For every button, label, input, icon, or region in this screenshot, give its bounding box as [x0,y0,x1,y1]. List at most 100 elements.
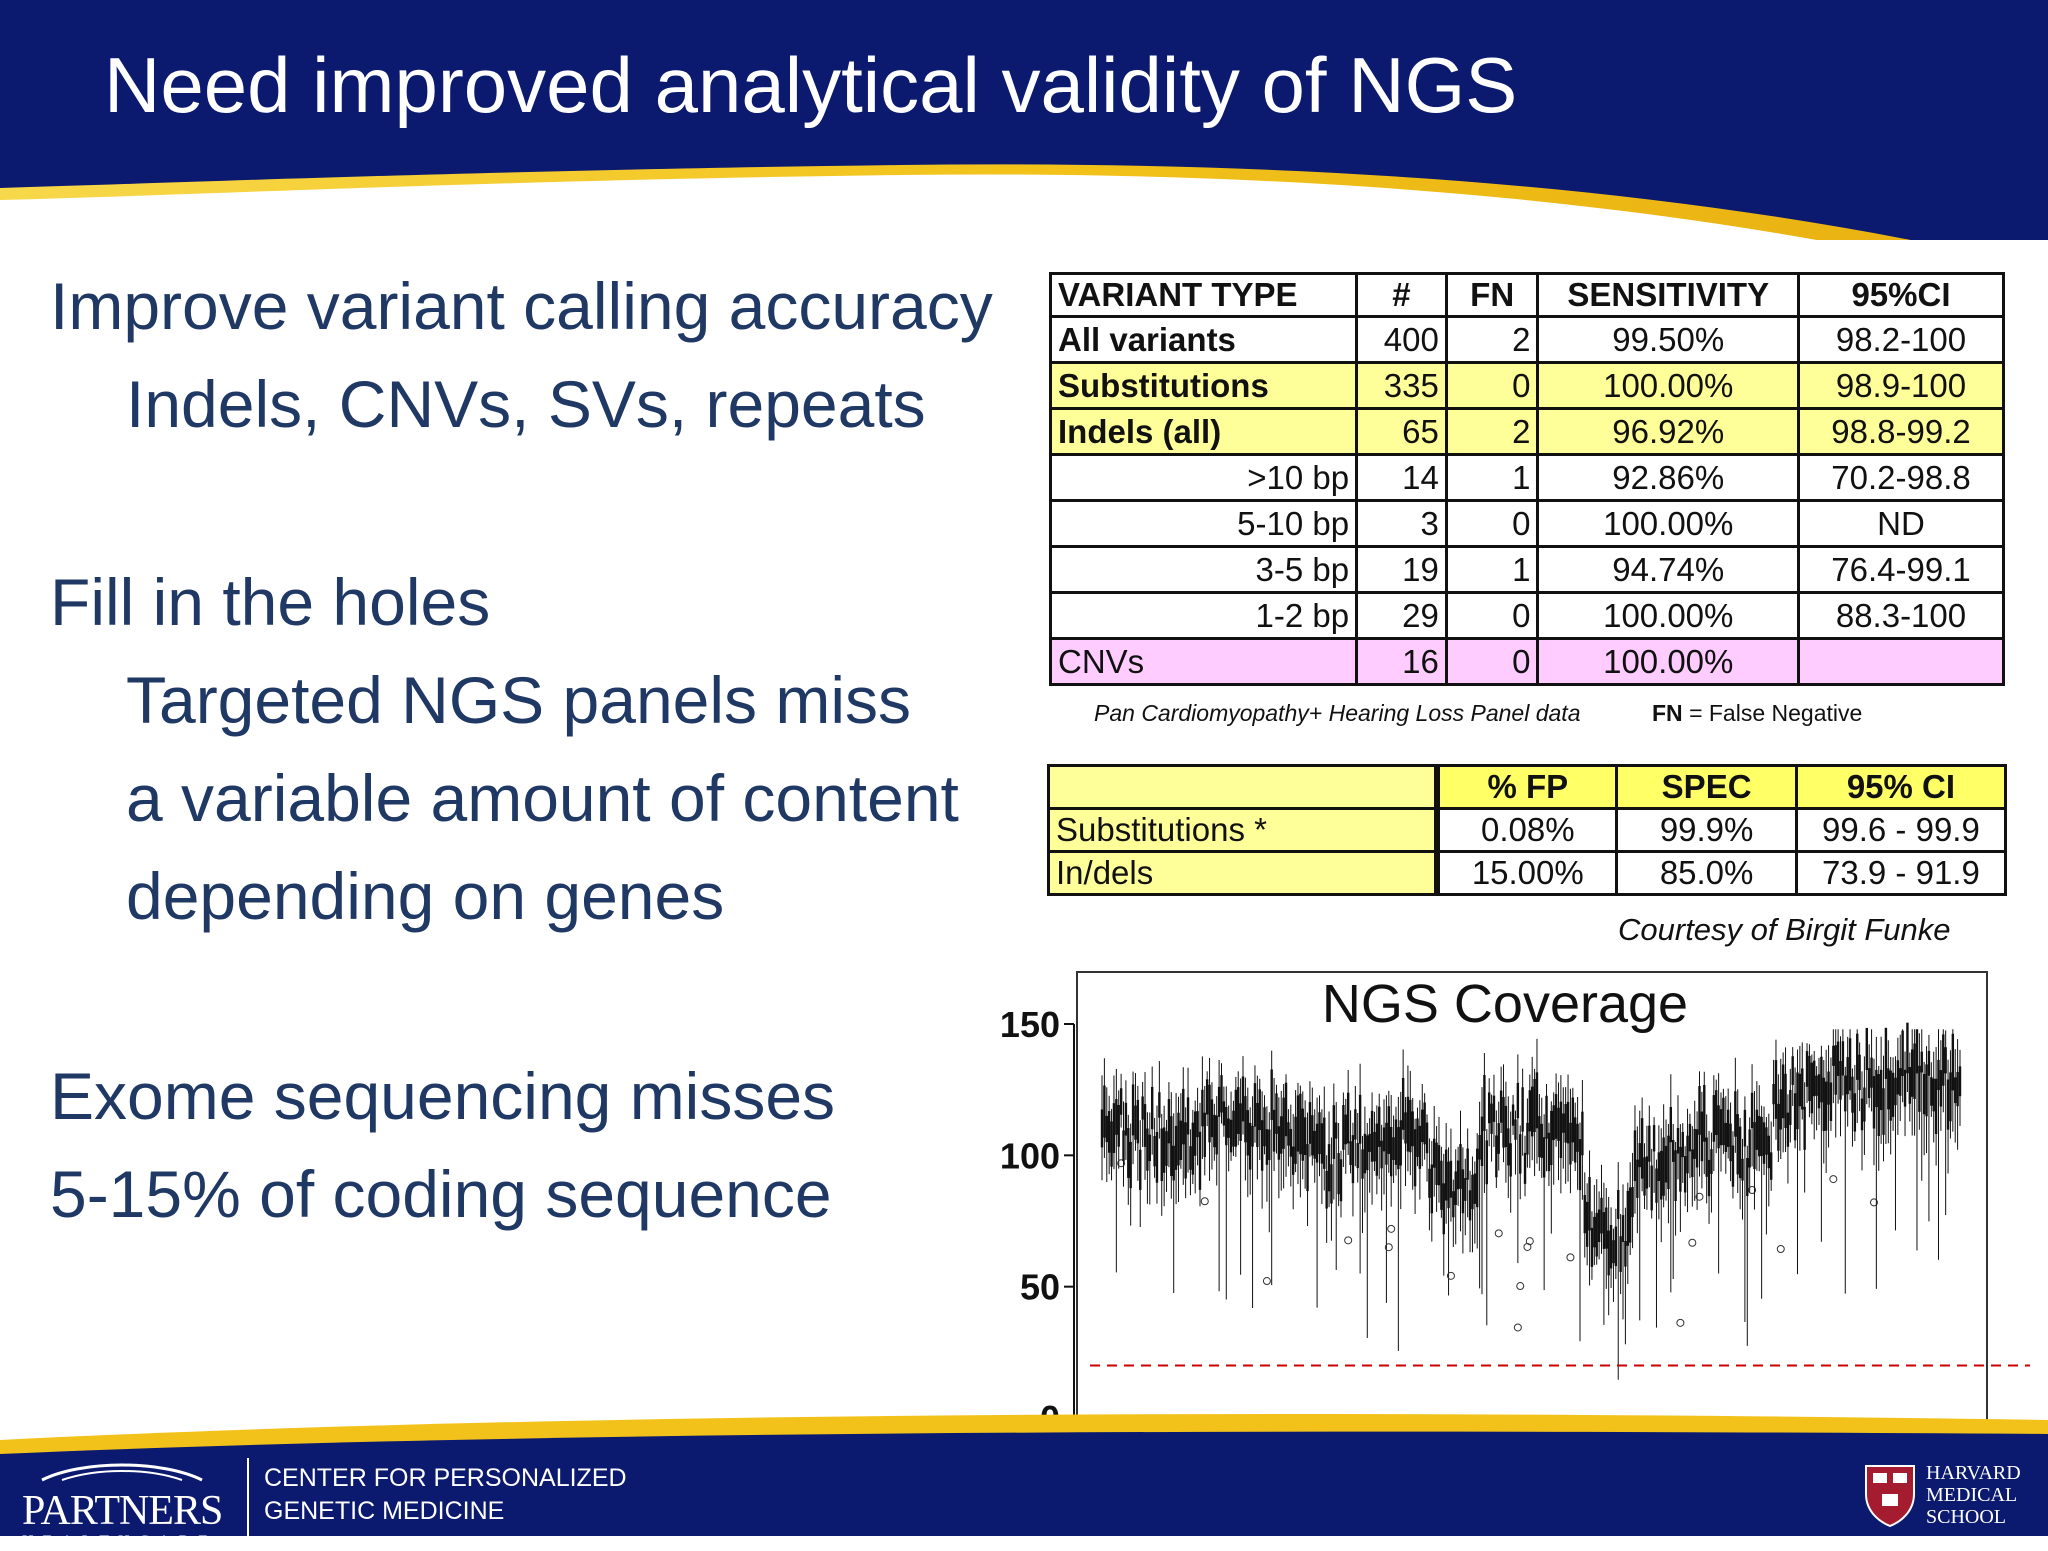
box-mark [1867,1068,1871,1099]
sensitivity-cell: 100.00% [1536,637,1800,686]
box-mark [1382,1127,1386,1152]
box-mark [1781,1064,1785,1119]
box-mark [1361,1149,1364,1179]
box-mark [1375,1123,1379,1176]
outlier-point [1525,1237,1534,1246]
header-cell [1047,764,1441,810]
box-mark [1698,1086,1701,1135]
outlier-point [1384,1243,1393,1252]
box-mark [1672,1140,1675,1162]
box-mark [1487,1092,1491,1124]
box-mark [1516,1082,1520,1119]
box-mark [1750,1092,1754,1129]
box-mark [1454,1171,1457,1205]
box-mark [1853,1093,1857,1132]
box-mark [1174,1125,1178,1170]
box-mark [1509,1143,1512,1177]
box-mark [1117,1104,1120,1147]
box-mark [1533,1078,1536,1133]
box-mark [1793,1093,1797,1141]
box-mark [1808,1055,1811,1101]
box-mark [1578,1139,1582,1191]
box-mark [1158,1092,1161,1118]
outlier-point [1446,1271,1455,1280]
box-mark [1574,1117,1577,1163]
box-mark [1846,1057,1849,1095]
box-mark [1679,1146,1682,1192]
center-line-1: CENTER FOR PERSONALIZED [264,1464,627,1492]
count-cell: 16 [1355,637,1448,686]
table-header-row: VARIANT TYPE # FN SENSITIVITY 95%CI [1048,272,2006,318]
box-mark [1177,1112,1180,1166]
box-mark [1813,1060,1816,1097]
box-mark [1839,1061,1842,1100]
box-mark [1638,1143,1641,1168]
ci-cell: ND [1796,499,2006,548]
box-mark [1306,1144,1309,1192]
box-mark [1356,1143,1359,1169]
box-mark [1922,1073,1926,1115]
box-mark [1636,1159,1639,1198]
fn-cell: 1 [1444,453,1540,502]
header-band [0,0,2048,240]
fn-cell: 1 [1444,545,1540,594]
sensitivity-cell: 92.86% [1536,453,1800,502]
box-mark [1131,1084,1135,1136]
spec-cell: 85.0% [1615,850,1798,896]
box-mark [1323,1117,1326,1169]
y-tick-label: 150 [1000,1004,1060,1045]
box-mark [1597,1209,1601,1242]
box-mark [1942,1034,1945,1086]
bullet-item: 5-15% of coding sequence [50,1157,832,1231]
box-mark [1674,1150,1677,1201]
partners-logo: PARTNERS HEALTHCARE [22,1462,223,1551]
box-mark [1497,1123,1500,1154]
box-mark [1903,1069,1907,1107]
fp-cell: 15.00% [1435,850,1619,896]
outlier-point [1494,1229,1503,1238]
count-cell: 19 [1355,545,1448,594]
box-mark [1832,1045,1835,1066]
box-mark [1719,1109,1723,1146]
box-mark [1729,1123,1732,1162]
box-mark [1920,1051,1923,1073]
box-mark [1798,1073,1802,1107]
box-mark [1934,1078,1938,1135]
ci-cell: 98.8-99.2 [1796,407,2006,456]
box-mark [1954,1077,1957,1104]
box-mark [1617,1190,1620,1219]
header-cell: SENSITIVITY [1536,272,1800,318]
box-mark [1915,1029,1919,1074]
box-mark [1265,1129,1269,1165]
box-mark [1621,1215,1625,1242]
box-mark [1464,1178,1467,1201]
box-mark [1215,1115,1218,1155]
box-mark [1210,1099,1214,1138]
box-mark [1103,1085,1106,1138]
variant-type-cell: Substitutions [1048,361,1359,410]
box-mark [1134,1105,1137,1140]
center-line-2: GENETIC MEDICINE [264,1497,505,1525]
box-mark [1217,1086,1221,1117]
bullet-item: a variable amount of content [126,761,959,835]
box-mark [1146,1128,1149,1171]
box-mark [1676,1127,1680,1154]
ci-cell: 70.2-98.8 [1796,453,2006,502]
box-mark [1860,1098,1864,1131]
box-mark [1387,1106,1390,1154]
variant-type-cell: All variants [1048,315,1359,364]
box-mark [1755,1109,1759,1150]
arch-icon [41,1463,203,1482]
box-mark [1913,1043,1916,1100]
box-mark [1129,1141,1132,1189]
ci-cell: 76.4-99.1 [1796,545,2006,594]
box-mark [1731,1145,1735,1187]
box-mark [1693,1128,1696,1159]
box-mark [1655,1168,1658,1203]
box-mark [1291,1146,1295,1175]
box-mark [1444,1149,1448,1201]
variant-type-cell: CNVs [1048,637,1359,686]
outlier-point [1869,1198,1878,1207]
box-mark [1308,1102,1312,1144]
y-axis: 050100150 [1000,1004,1075,1439]
